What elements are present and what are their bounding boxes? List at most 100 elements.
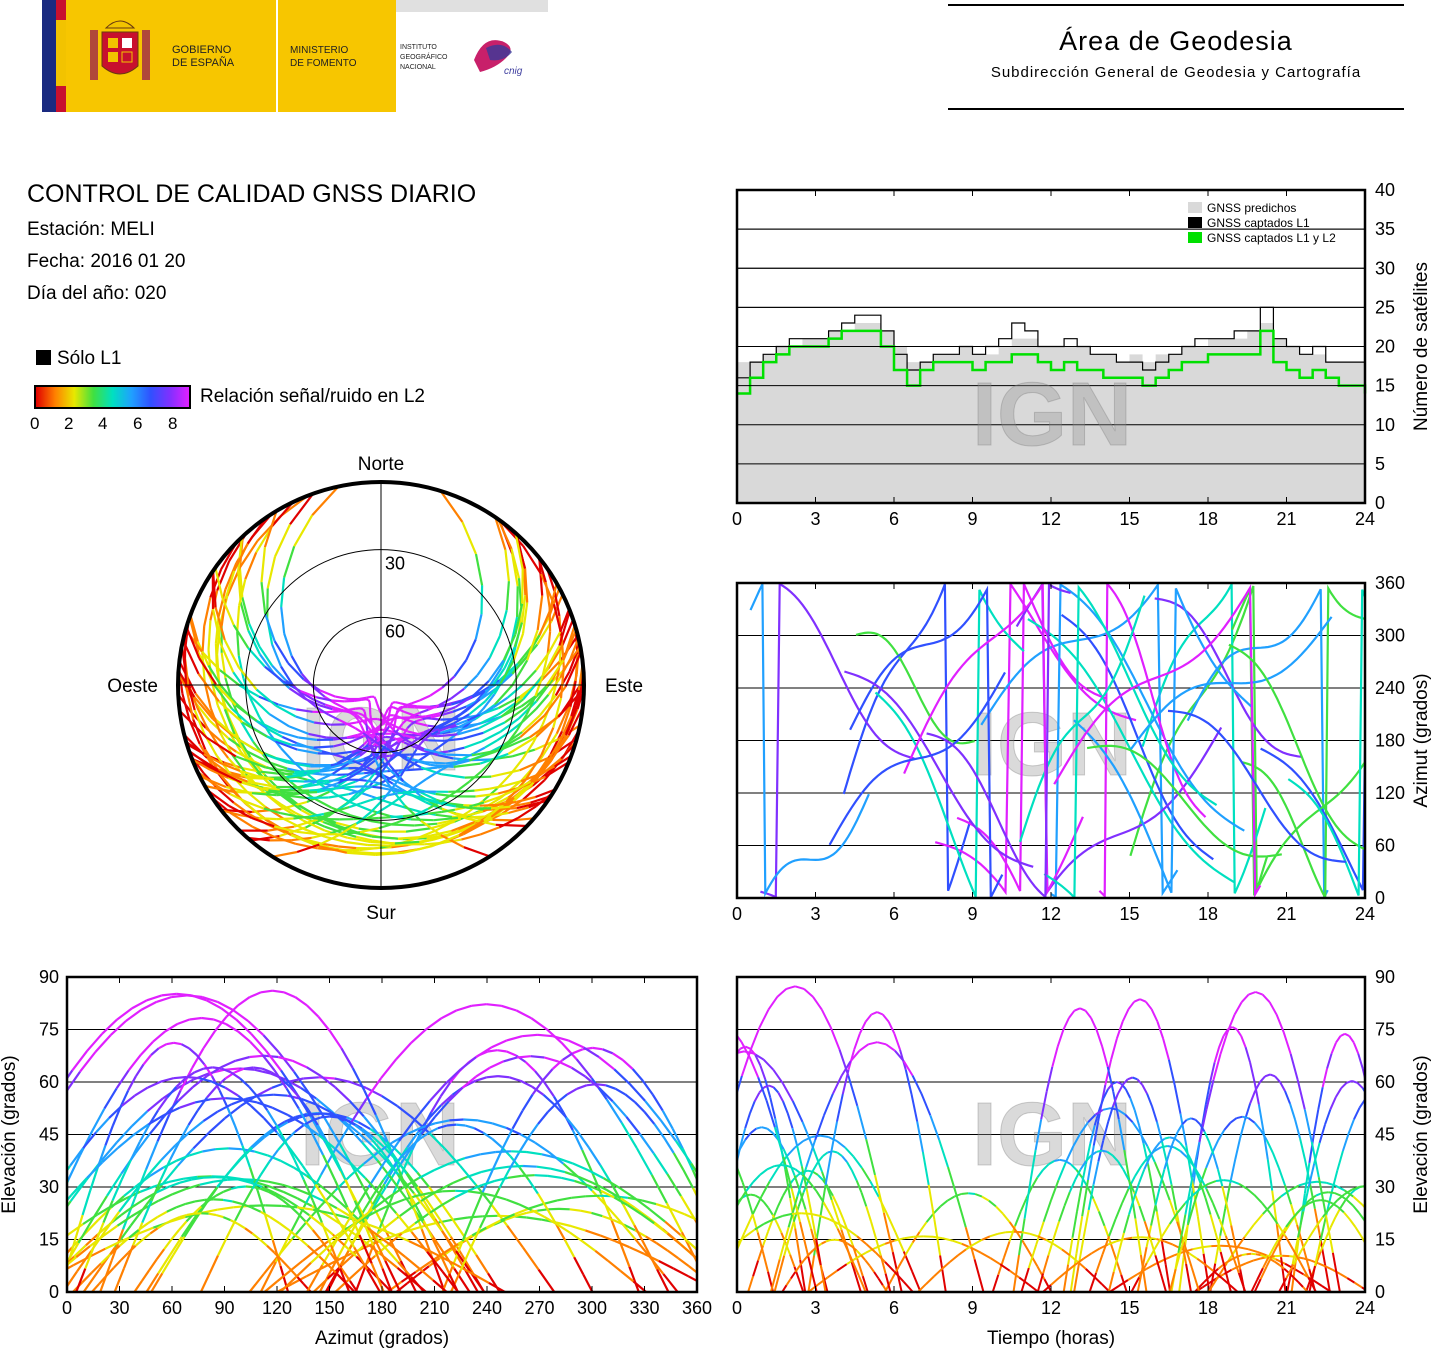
track-segment <box>213 783 231 796</box>
track-segment <box>592 1181 608 1191</box>
track-segment <box>708 1243 722 1267</box>
track-segment <box>263 1280 278 1292</box>
track-segment <box>179 1178 192 1184</box>
track-segment <box>1322 1207 1331 1218</box>
track-segment <box>530 795 552 804</box>
track-segment <box>767 996 779 1011</box>
track-segment <box>271 501 294 528</box>
track-segment <box>335 1252 352 1262</box>
track-segment <box>817 1155 824 1163</box>
track-segment <box>624 1093 636 1104</box>
track-segment <box>505 1126 522 1136</box>
track-segment <box>1417 1278 1426 1292</box>
track-segment <box>330 806 351 817</box>
track-segment <box>247 647 266 668</box>
track-segment <box>430 1095 442 1113</box>
track-segment <box>287 662 305 681</box>
track-segment <box>370 737 382 747</box>
track-segment <box>208 1255 219 1275</box>
track-segment <box>203 1066 213 1070</box>
track-segment <box>1015 1231 1025 1244</box>
track-segment <box>1395 1187 1400 1212</box>
track-segment <box>416 778 427 787</box>
track-segment <box>429 1190 443 1195</box>
track-segment <box>389 764 405 782</box>
track-segment <box>1245 1259 1254 1265</box>
track-segment <box>1192 1246 1203 1251</box>
track-segment <box>362 1130 373 1141</box>
track-segment <box>142 1054 152 1066</box>
track-segment <box>412 1117 430 1134</box>
track-segment <box>134 1063 145 1077</box>
track-segment <box>1184 1194 1194 1204</box>
track-segment <box>546 631 552 656</box>
track-segment <box>492 696 509 709</box>
y-tick-label: 75 <box>1375 1020 1395 1040</box>
track-segment <box>629 1246 645 1255</box>
track-segment <box>613 1068 631 1085</box>
track-segment <box>175 1154 190 1162</box>
ign-watermark: IGN <box>972 365 1132 465</box>
track-segment <box>377 1234 393 1247</box>
x-tick-label: 180 <box>367 1298 397 1318</box>
track-segment <box>469 815 489 819</box>
track-segment <box>529 770 547 783</box>
track-segment <box>564 651 583 688</box>
y-tick-label: 300 <box>1375 626 1405 646</box>
track-segment <box>722 1267 736 1292</box>
track-segment <box>502 633 517 661</box>
track-segment <box>844 1146 855 1158</box>
track-segment <box>841 1155 848 1163</box>
track-segment <box>370 796 381 802</box>
track-segment <box>942 1237 953 1242</box>
header-logos: GOBIERNO DE ESPAÑA MINISTERIO DE FOMENTO… <box>42 0 548 112</box>
track-segment <box>544 761 570 778</box>
track-segment <box>260 547 266 583</box>
track-segment <box>850 1260 862 1292</box>
track-segment <box>703 1193 713 1217</box>
track-segment <box>349 1280 359 1292</box>
track-segment <box>838 1049 850 1077</box>
track-segment <box>449 1157 466 1165</box>
track-segment <box>454 709 468 720</box>
track-segment <box>1145 1248 1156 1264</box>
track-segment <box>1239 1119 1247 1139</box>
track-segment <box>249 1054 265 1059</box>
track-segment <box>541 1153 558 1160</box>
track-segment <box>1021 1231 1031 1235</box>
track-segment <box>442 1189 456 1193</box>
track-segment <box>1165 1161 1173 1185</box>
track-segment <box>570 1224 586 1232</box>
track-segment <box>113 1259 122 1269</box>
track-segment <box>559 658 572 679</box>
track-segment <box>1339 1273 1348 1279</box>
track-segment <box>1048 1160 1055 1166</box>
track-segment <box>67 1256 78 1267</box>
ministry-text-1: MINISTERIO <box>290 45 349 56</box>
track-segment <box>1384 1280 1390 1292</box>
track-segment <box>235 1055 250 1062</box>
track-segment <box>552 697 563 728</box>
track-segment <box>1204 1263 1215 1272</box>
track-segment <box>275 740 298 751</box>
track-segment <box>530 1055 545 1059</box>
track-segment <box>1122 1214 1130 1234</box>
track-segment <box>858 1043 869 1052</box>
track-segment <box>884 1273 892 1292</box>
track-segment <box>89 1167 99 1191</box>
azimuth-track <box>828 671 1006 846</box>
snr-tick: 6 <box>133 414 143 433</box>
date-label: Fecha: 2016 01 20 <box>27 251 186 272</box>
track-segment <box>540 727 555 756</box>
track-segment <box>166 1086 178 1099</box>
track-segment <box>202 1110 219 1123</box>
track-segment <box>384 1260 402 1292</box>
track-segment <box>267 1154 282 1162</box>
track-segment <box>722 1213 737 1239</box>
track-segment <box>132 1198 146 1208</box>
track-segment <box>648 1255 665 1275</box>
track-segment <box>1154 1146 1162 1152</box>
track-segment <box>302 819 326 832</box>
track-segment <box>287 1116 301 1124</box>
track-segment <box>436 703 452 709</box>
